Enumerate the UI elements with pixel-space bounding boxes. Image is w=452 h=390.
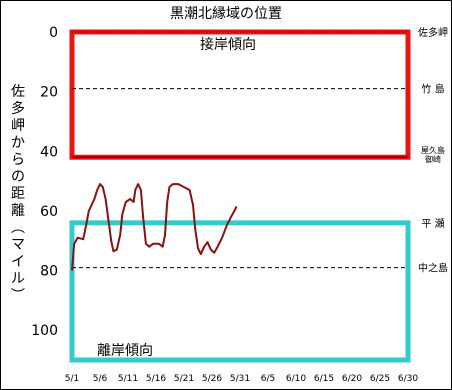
x-tick-label: 5/21: [174, 374, 194, 384]
series-line-1: [71, 183, 238, 271]
y-axis-label-char: 距: [11, 186, 25, 202]
y-axis-label-char: 離: [11, 202, 25, 219]
y-tick-label: 40: [40, 144, 58, 160]
x-tick-label: 6/15: [314, 374, 334, 384]
y-axis-label-char: 多: [11, 100, 25, 117]
place-label: 竹 島: [421, 83, 444, 96]
x-tick-label: 5/1: [65, 374, 79, 384]
place-label: 平 瀬: [421, 218, 444, 230]
y-axis-label-char: 岬: [11, 118, 25, 134]
y-tick-label: 100: [31, 323, 58, 339]
band-label-1: 接岸傾向: [200, 36, 256, 53]
band-label-2: 離岸傾向: [97, 342, 153, 359]
y-axis-label-char: マ: [11, 237, 25, 253]
y-axis-label-char: イ: [11, 254, 25, 270]
y-axis-label-char: ︶: [11, 288, 25, 304]
x-tick-label: 5/31: [230, 374, 250, 384]
y-axis-label-char: か: [11, 135, 25, 151]
x-tick-label: 5/26: [202, 374, 222, 384]
x-tick-label: 5/16: [146, 374, 166, 384]
x-tick-label: 6/5: [261, 374, 275, 384]
y-axis-label-char: ル: [11, 271, 25, 287]
y-axis-label-char: 佐: [11, 84, 25, 100]
band-2: [69, 220, 411, 363]
y-tick-label: 20: [40, 85, 58, 101]
x-tick-label: 6/30: [398, 374, 418, 384]
y-tick-label: 0: [49, 25, 58, 41]
place-label: 屋久島: [421, 145, 445, 155]
x-tick-label: 5/6: [93, 374, 108, 384]
place-label: 御崎: [425, 154, 441, 164]
x-tick-label: 5/11: [118, 374, 138, 384]
place-label: 佐多岬: [418, 26, 448, 39]
y-axis-label-char: ︵: [11, 220, 25, 236]
x-tick-label: 6/25: [370, 374, 390, 384]
y-tick-label: 60: [40, 204, 58, 220]
chart-title: 黒潮北縁域の位置: [170, 6, 282, 22]
x-tick-label: 6/20: [342, 374, 362, 384]
place-label: 中之島: [418, 262, 448, 275]
y-tick-label: 80: [40, 264, 58, 280]
y-axis-label-char: の: [11, 169, 25, 185]
y-axis-label-char: ら: [11, 152, 25, 168]
x-tick-label: 6/10: [286, 374, 306, 384]
